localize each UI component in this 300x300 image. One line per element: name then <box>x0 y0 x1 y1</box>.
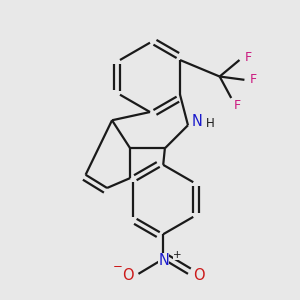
Text: N: N <box>158 253 169 268</box>
Text: −: − <box>113 260 123 273</box>
Text: N: N <box>192 114 203 129</box>
Text: F: F <box>245 51 252 64</box>
Text: F: F <box>234 99 241 112</box>
Text: F: F <box>250 73 257 86</box>
Text: +: + <box>173 250 182 260</box>
Text: O: O <box>193 268 204 283</box>
Text: H: H <box>206 117 215 130</box>
Text: O: O <box>122 268 134 283</box>
